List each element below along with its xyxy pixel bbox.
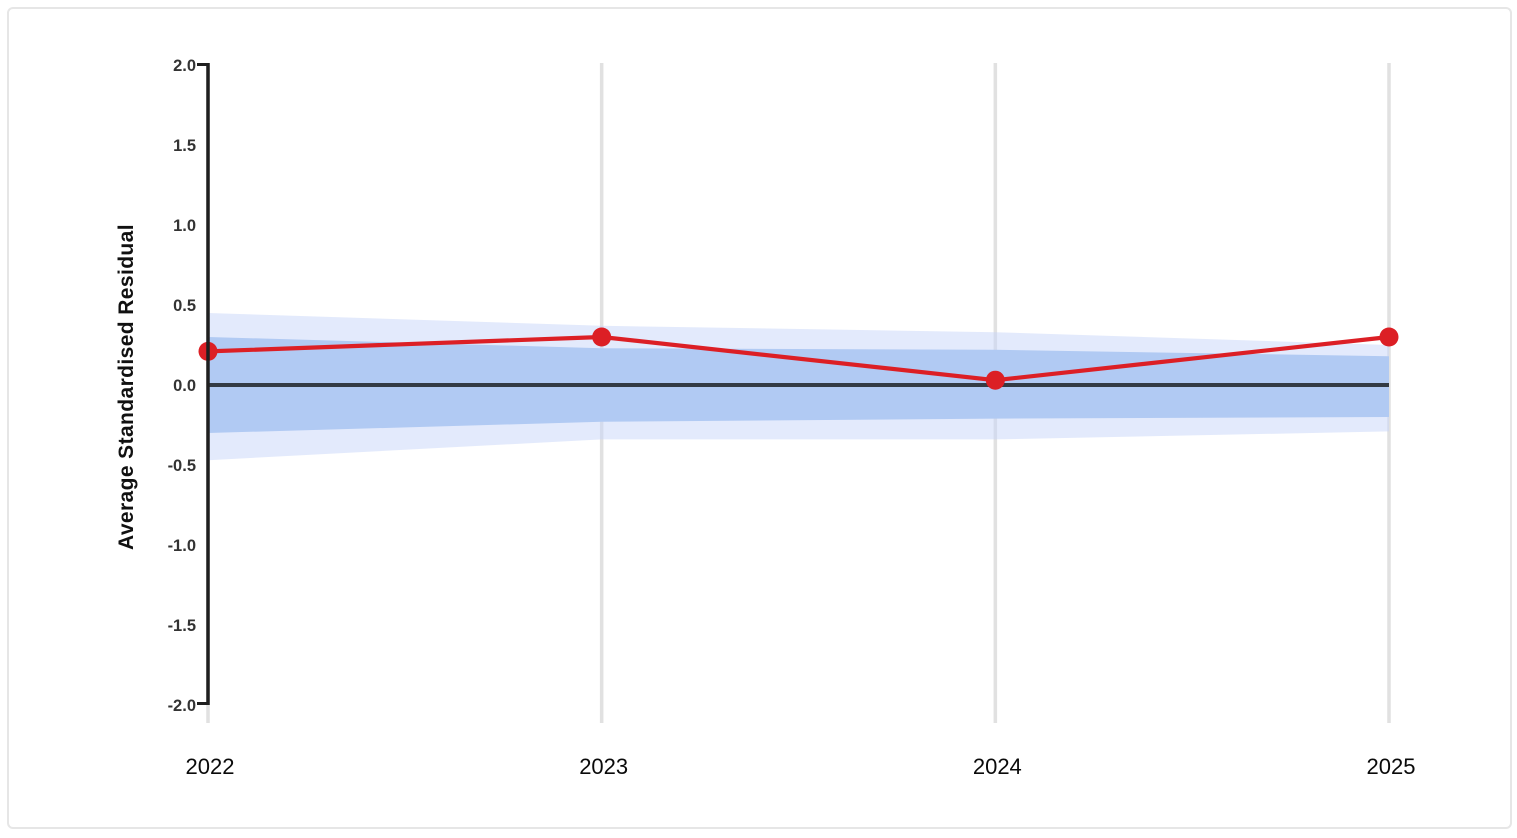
y-tick-label--2.0: -2.0 [168, 697, 196, 715]
data-point-2023 [592, 327, 612, 347]
y-tick-label-0.0: 0.0 [173, 377, 196, 395]
y-tick-label-1.0: 1.0 [173, 217, 196, 235]
y-tick-label-2.0: 2.0 [173, 57, 196, 75]
y-tick-label--0.5: -0.5 [168, 457, 196, 475]
x-tick-label-2025: 2025 [1367, 754, 1416, 779]
y-tick-label--1.5: -1.5 [168, 617, 196, 635]
x-tick-label-2024: 2024 [973, 754, 1022, 779]
residual-series-line [207, 334, 1390, 383]
x-tick-label-2022: 2022 [186, 754, 235, 779]
y-tick-label-0.5: 0.5 [173, 297, 196, 315]
y-tick-label--1.0: -1.0 [168, 537, 196, 555]
x-tick-label-2023: 2023 [579, 754, 628, 779]
data-point-2025 [1379, 327, 1399, 347]
data-point-2024 [985, 370, 1005, 390]
y-tick-label-1.5: 1.5 [173, 137, 196, 155]
